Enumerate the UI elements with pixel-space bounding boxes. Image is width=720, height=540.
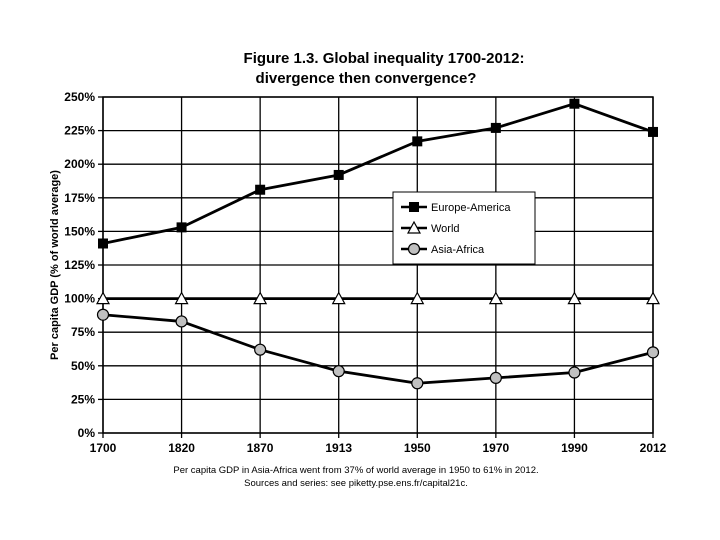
data-point-europe-america [98, 238, 108, 249]
series-asia-africa [96, 308, 660, 390]
y-tick-label: 125% [64, 258, 95, 272]
y-axis-label: Per capita GDP (% of world average) [49, 170, 61, 360]
data-point-world [567, 291, 582, 305]
legend: Europe-America World Asia-Africa [392, 191, 536, 265]
x-tick-label: 1870 [247, 441, 274, 455]
data-point-europe-america [176, 222, 187, 233]
y-tick-label: 50% [71, 359, 95, 373]
legend-label: World [431, 223, 460, 235]
y-axis-ticks: 0% 25% 50% 75% 100% 125% 150% 175% 200% 225% 250% [64, 90, 103, 440]
footnote-line1: Per capita GDP in Asia-Africa went from … [173, 465, 538, 476]
x-tick-label: 1820 [168, 441, 195, 455]
footnote-line2: Sources and series: see piketty.pse.ens.… [244, 478, 468, 489]
data-point-asia-africa [96, 308, 110, 321]
y-tick-label: 0% [78, 426, 96, 440]
data-point-world [331, 291, 346, 305]
legend-item-world: World [401, 220, 460, 235]
x-tick-label: 1913 [325, 441, 352, 455]
y-tick-label: 175% [64, 191, 95, 205]
data-point-europe-america [255, 184, 266, 195]
data-point-europe-america [569, 98, 580, 109]
x-tick-label: 1990 [561, 441, 588, 455]
data-point-asia-africa [568, 366, 581, 379]
legend-label: Asia-Africa [431, 244, 485, 256]
y-tick-label: 150% [64, 224, 95, 238]
chart-title-line1: Figure 1.3. Global inequality 1700-2012: [244, 50, 525, 67]
data-point-europe-america [412, 136, 423, 147]
y-tick-label: 75% [71, 325, 95, 339]
data-point-europe-america [648, 126, 658, 137]
data-point-world [645, 291, 661, 305]
y-tick-label: 25% [71, 392, 95, 406]
y-tick-label: 200% [64, 157, 95, 171]
data-point-world [95, 291, 111, 305]
x-tick-label: 1970 [483, 441, 510, 455]
legend-item-europe-america: Europe-America [401, 202, 511, 214]
series-europe-america [98, 98, 658, 249]
y-tick-label: 250% [64, 90, 95, 104]
data-point-europe-america [333, 169, 344, 180]
series-line-asia-africa [102, 313, 654, 385]
series-world [95, 291, 661, 305]
legend-marker [406, 220, 422, 234]
legend-marker [407, 242, 421, 256]
data-point-world [253, 291, 268, 305]
x-tick-label: 1950 [404, 441, 431, 455]
data-point-europe-america [490, 122, 501, 133]
data-point-asia-africa [646, 346, 660, 359]
series-line-europe-america [102, 102, 654, 245]
data-point-world [410, 291, 425, 305]
legend-label: Europe-America [431, 202, 511, 214]
data-point-asia-africa [411, 377, 424, 390]
legend-marker [409, 202, 419, 212]
y-tick-label: 225% [64, 124, 95, 138]
data-series [95, 98, 661, 390]
x-tick-label: 2012 [640, 441, 667, 455]
data-point-asia-africa [332, 365, 345, 378]
data-point-asia-africa [489, 371, 502, 384]
chart-title-line2: divergence then convergence? [256, 70, 477, 87]
data-point-asia-africa [254, 343, 267, 356]
data-point-world [488, 291, 503, 305]
data-point-world [174, 291, 189, 305]
x-tick-label: 1700 [90, 441, 117, 455]
data-point-asia-africa [175, 315, 188, 328]
y-tick-label: 100% [64, 292, 95, 306]
x-axis-ticks: 1700 1820 1870 1913 1950 1970 1990 2012 [90, 433, 667, 455]
gridlines [102, 96, 654, 434]
legend-item-asia-africa: Asia-Africa [401, 242, 485, 256]
